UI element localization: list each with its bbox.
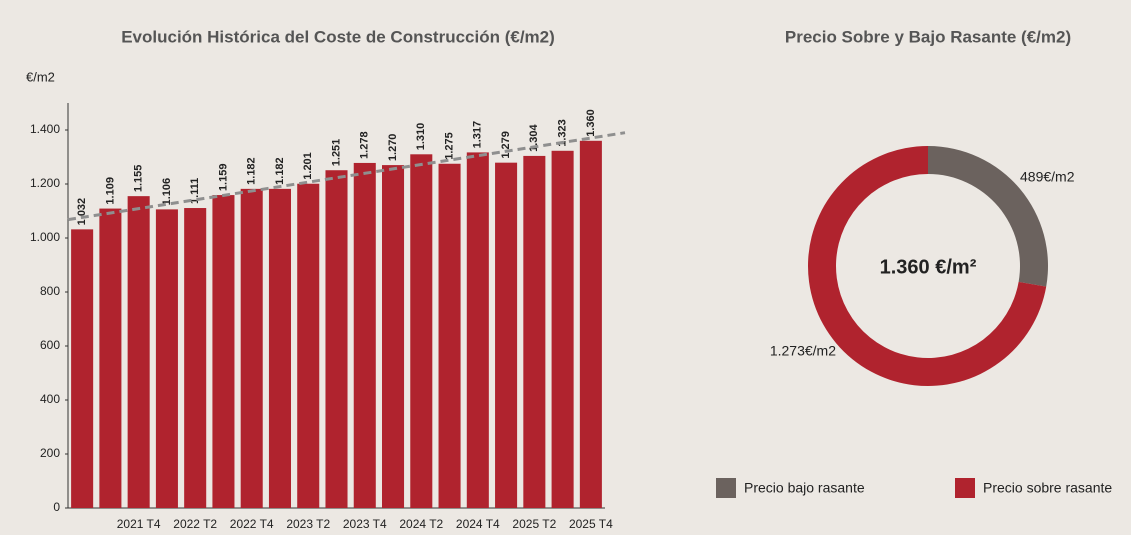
y-tick-label: 400 xyxy=(40,392,60,406)
value-label: 1.251 xyxy=(330,139,342,167)
donut-slice xyxy=(928,146,1048,287)
value-label: 1.275 xyxy=(443,132,455,160)
y-tick-label: 600 xyxy=(40,338,60,352)
value-label: 1.317 xyxy=(472,121,484,149)
bar xyxy=(240,188,263,509)
bar xyxy=(579,140,602,509)
legend-swatch xyxy=(955,478,975,498)
bar xyxy=(268,188,291,509)
trend-line xyxy=(67,131,626,222)
y-tick-label: 800 xyxy=(40,284,60,298)
x-tick-label: 2023 T2 xyxy=(286,517,330,531)
y-tick-label: 1.400 xyxy=(30,122,60,136)
donut-center-label: 1.360 €/m² xyxy=(880,256,977,278)
value-label: 1.201 xyxy=(302,152,314,180)
legend-swatch xyxy=(716,478,736,498)
value-label: 1.360 xyxy=(585,109,597,137)
y-tick-label: 1.000 xyxy=(30,230,60,244)
bar xyxy=(71,229,94,509)
bar xyxy=(466,152,489,508)
value-label: 1.270 xyxy=(387,134,399,162)
slice-label: 1.273€/m2 xyxy=(770,343,836,359)
bar xyxy=(297,183,320,509)
value-label: 1.182 xyxy=(274,157,286,185)
x-tick-label: 2025 T4 xyxy=(569,517,613,531)
y-tick-label: 200 xyxy=(40,446,60,460)
legend-label: Precio sobre rasante xyxy=(983,480,1112,496)
x-tick-label: 2022 T2 xyxy=(173,517,217,531)
bar xyxy=(438,163,461,508)
value-label: 1.032 xyxy=(76,198,88,226)
x-tick-label: 2025 T2 xyxy=(512,517,556,531)
value-label: 1.323 xyxy=(557,119,569,147)
value-label: 1.106 xyxy=(161,178,173,206)
bar xyxy=(212,195,235,508)
legend-label: Precio bajo rasante xyxy=(744,480,865,496)
bar xyxy=(353,162,376,508)
value-label: 1.182 xyxy=(246,157,258,185)
bar xyxy=(99,208,122,508)
x-tick-label: 2021 T4 xyxy=(117,517,161,531)
value-label: 1.155 xyxy=(133,165,145,193)
y-tick-label: 1.200 xyxy=(30,176,60,190)
x-tick-label: 2024 T4 xyxy=(456,517,500,531)
bar xyxy=(495,162,518,509)
value-label: 1.111 xyxy=(189,178,201,204)
value-label: 1.310 xyxy=(415,123,427,151)
y-axis-label: €/m2 xyxy=(26,69,55,84)
bar xyxy=(127,196,150,508)
x-tick-label: 2022 T4 xyxy=(230,517,274,531)
value-label: 1.159 xyxy=(217,164,229,192)
bar xyxy=(410,154,433,509)
bar xyxy=(551,150,574,509)
bar xyxy=(325,170,348,509)
bar-title: Evolución Histórica del Coste de Constru… xyxy=(121,27,555,46)
x-tick-label: 2023 T4 xyxy=(343,517,387,531)
value-label: 1.304 xyxy=(528,124,540,152)
bar xyxy=(523,155,546,509)
bar xyxy=(155,209,178,508)
value-label: 1.278 xyxy=(359,131,371,159)
bar xyxy=(184,208,207,508)
value-label: 1.109 xyxy=(104,177,116,205)
value-label: 1.279 xyxy=(500,131,512,159)
slice-label: 489€/m2 xyxy=(1020,169,1075,185)
x-tick-label: 2024 T2 xyxy=(399,517,443,531)
y-tick-label: 0 xyxy=(53,500,60,514)
donut-title: Precio Sobre y Bajo Rasante (€/m2) xyxy=(785,27,1071,46)
bar xyxy=(382,165,405,508)
